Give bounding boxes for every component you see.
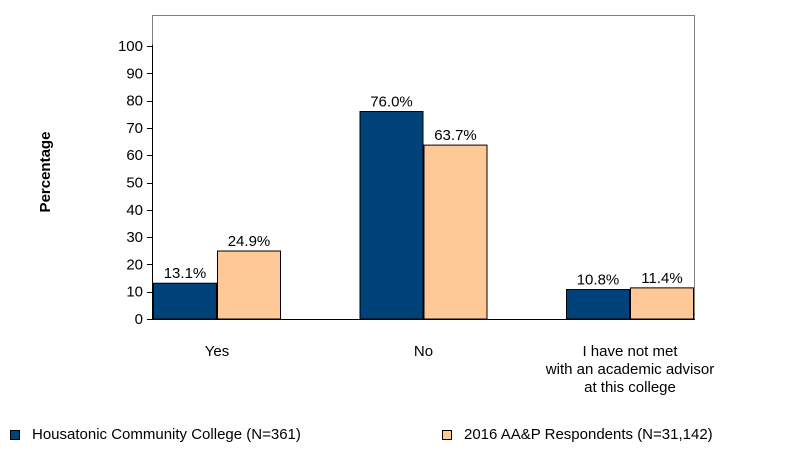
y-tick-label: 90 xyxy=(126,65,143,82)
legend-item-series-0: Housatonic Community College (N=361) xyxy=(10,426,301,443)
bar-housatonic xyxy=(153,282,217,320)
y-tick-label: 20 xyxy=(126,256,143,273)
x-category-label: Yes xyxy=(205,343,229,360)
y-tick-label: 10 xyxy=(126,284,143,301)
y-axis-title: Percentage xyxy=(37,132,54,213)
data-label: 13.1% xyxy=(164,265,207,282)
y-tick-label: 80 xyxy=(126,93,143,110)
bar-aap-respondents xyxy=(217,250,281,320)
x-category-label: I have not met with an academic advisor at… xyxy=(545,343,714,396)
y-tick-label: 60 xyxy=(126,147,143,164)
legend-label: 2016 AA&P Respondents (N=31,142) xyxy=(464,426,713,443)
bar-chart: Percentage 0 10 20 30 40 50 60 70 80 90 100 13.1% 2… xyxy=(37,15,714,396)
bar-aap-respondents xyxy=(423,144,488,320)
y-tick-label: 70 xyxy=(126,120,143,137)
data-label: 63.7% xyxy=(434,127,477,144)
legend-label: Housatonic Community College (N=361) xyxy=(32,426,301,443)
y-tick-label: 40 xyxy=(126,202,143,219)
y-tick-label: 100 xyxy=(118,38,143,55)
data-label: 76.0% xyxy=(370,94,413,111)
data-label: 10.8% xyxy=(577,272,620,289)
legend-swatch xyxy=(10,429,20,440)
y-tick-label: 30 xyxy=(126,229,143,246)
bar-housatonic xyxy=(566,289,630,320)
data-label: 24.9% xyxy=(228,233,271,250)
legend-swatch xyxy=(442,429,452,440)
data-label: 11.4% xyxy=(641,270,682,287)
x-category-label: No xyxy=(414,343,433,360)
bar-housatonic xyxy=(359,111,424,320)
y-tick-label: 0 xyxy=(135,311,143,328)
y-tick-label: 50 xyxy=(126,175,143,192)
bar-aap-respondents xyxy=(630,287,694,320)
legend-item-series-1: 2016 AA&P Respondents (N=31,142) xyxy=(442,426,713,443)
